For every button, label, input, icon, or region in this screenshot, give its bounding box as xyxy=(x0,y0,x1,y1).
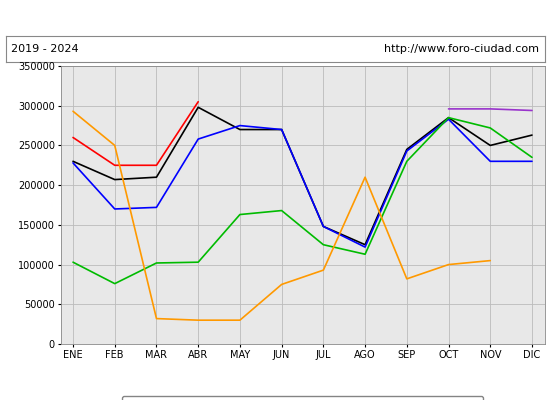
Text: 2019 - 2024: 2019 - 2024 xyxy=(11,44,79,54)
Text: http://www.foro-ciudad.com: http://www.foro-ciudad.com xyxy=(384,44,539,54)
Text: Evolucion Nº Turistas Nacionales en el municipio de Sevilla: Evolucion Nº Turistas Nacionales en el m… xyxy=(54,12,496,24)
Legend: 2024, 2023, 2022, 2021, 2020, 2019: 2024, 2023, 2022, 2021, 2020, 2019 xyxy=(123,396,482,400)
